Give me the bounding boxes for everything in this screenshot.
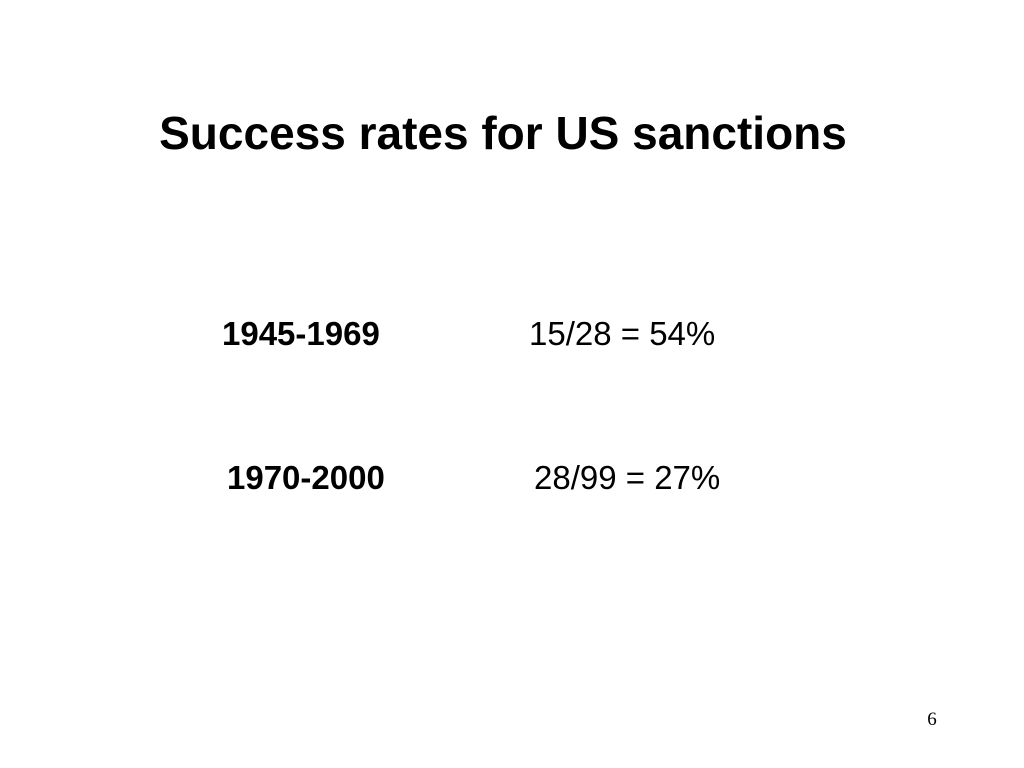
success-rate-value: 15/28 = 54% xyxy=(529,315,716,352)
slide-title: Success rates for US sanctions xyxy=(159,107,847,159)
success-rate-value: 28/99 = 27% xyxy=(534,459,721,496)
page-number: 6 xyxy=(927,709,937,730)
period-label: 1970-2000 xyxy=(227,459,385,496)
period-label: 1945-1969 xyxy=(222,315,380,352)
